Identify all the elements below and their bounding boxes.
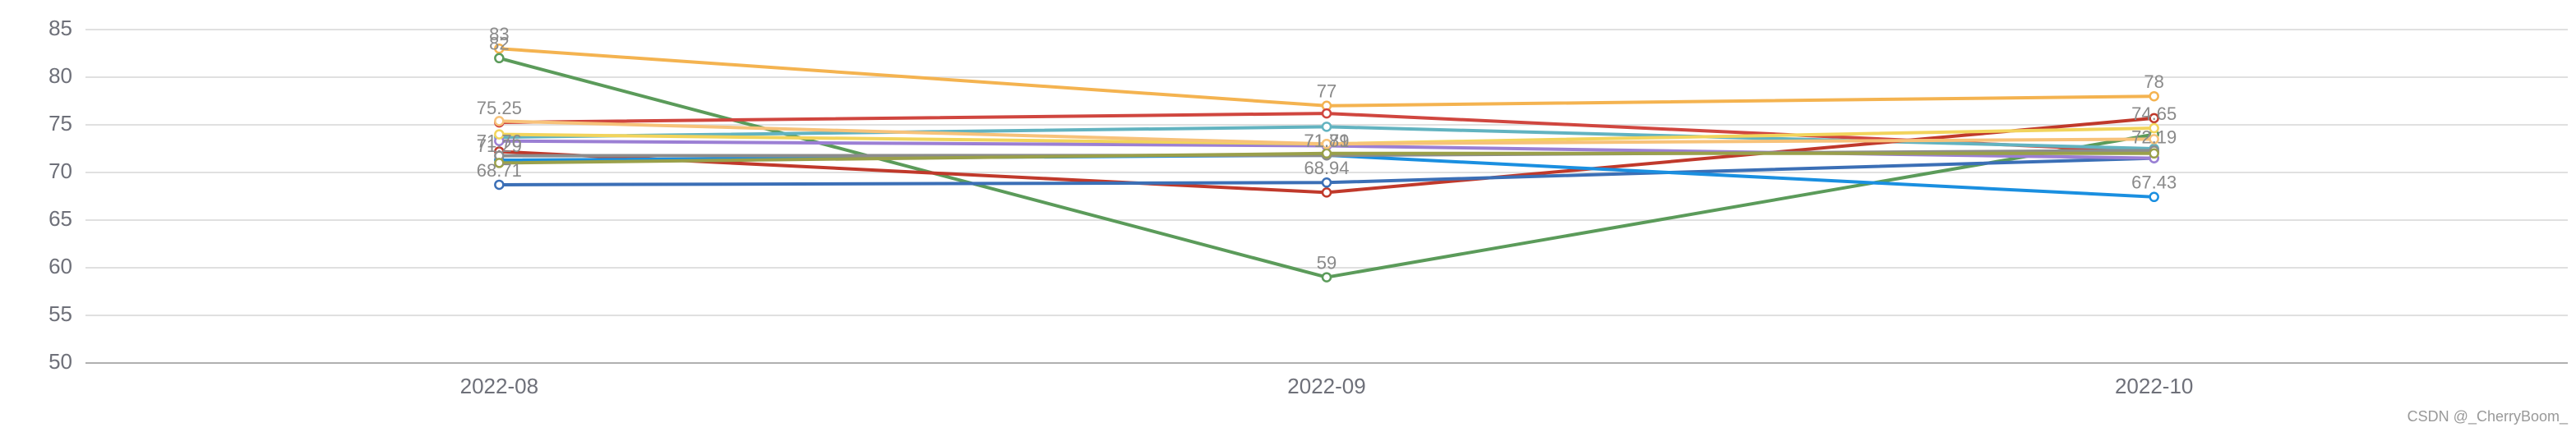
y-tick-label: 50 bbox=[48, 349, 72, 374]
point bbox=[1321, 138, 1332, 149]
value-label: 71.29 bbox=[477, 136, 522, 156]
series bbox=[494, 153, 2159, 191]
point bbox=[2149, 122, 2159, 134]
series bbox=[494, 148, 2159, 168]
y-tick-label: 85 bbox=[48, 16, 72, 40]
y-tick-label: 55 bbox=[48, 301, 72, 326]
point bbox=[494, 129, 505, 140]
point bbox=[494, 53, 505, 64]
point bbox=[2149, 134, 2159, 145]
y-tick-label: 60 bbox=[48, 254, 72, 278]
point bbox=[494, 158, 505, 168]
y-tick-label: 80 bbox=[48, 63, 72, 88]
value-label: 59 bbox=[1317, 252, 1336, 273]
point bbox=[2149, 191, 2159, 203]
watermark: CSDN @_CherryBoom_ bbox=[2407, 408, 2569, 425]
point bbox=[1321, 177, 1332, 188]
series bbox=[494, 43, 2159, 112]
value-label: 77 bbox=[1317, 81, 1336, 102]
point bbox=[2149, 113, 2159, 124]
value-label: 71.76 bbox=[477, 131, 522, 151]
point bbox=[1321, 122, 1332, 132]
value-label: 83 bbox=[489, 24, 509, 44]
x-tick-label: 2022-10 bbox=[2115, 374, 2193, 398]
value-label: 68.94 bbox=[1304, 158, 1349, 178]
point bbox=[494, 116, 505, 126]
value-label: 78 bbox=[2144, 71, 2163, 92]
value-label: 68.71 bbox=[477, 160, 522, 181]
point bbox=[1321, 187, 1332, 198]
point bbox=[494, 179, 505, 191]
value-label: 72.19 bbox=[2131, 126, 2177, 147]
series bbox=[494, 116, 2159, 149]
value-label: 71.79 bbox=[1304, 131, 1349, 151]
y-tick-label: 75 bbox=[48, 111, 72, 136]
y-tick-label: 65 bbox=[48, 206, 72, 231]
x-tick-label: 2022-08 bbox=[460, 374, 538, 398]
point bbox=[494, 43, 505, 54]
point bbox=[1321, 272, 1332, 283]
value-label: 71.81 bbox=[1304, 131, 1349, 151]
value-label: 82 bbox=[489, 34, 509, 54]
value-label: 67.43 bbox=[2131, 172, 2177, 193]
point bbox=[2149, 148, 2159, 159]
y-tick-label: 70 bbox=[48, 159, 72, 183]
point bbox=[1321, 148, 1332, 159]
value-label: 75.25 bbox=[477, 98, 522, 118]
point bbox=[1321, 108, 1332, 119]
value-label: 74.65 bbox=[2131, 103, 2177, 124]
point bbox=[2149, 90, 2159, 102]
x-tick-label: 2022-09 bbox=[1287, 374, 1365, 398]
